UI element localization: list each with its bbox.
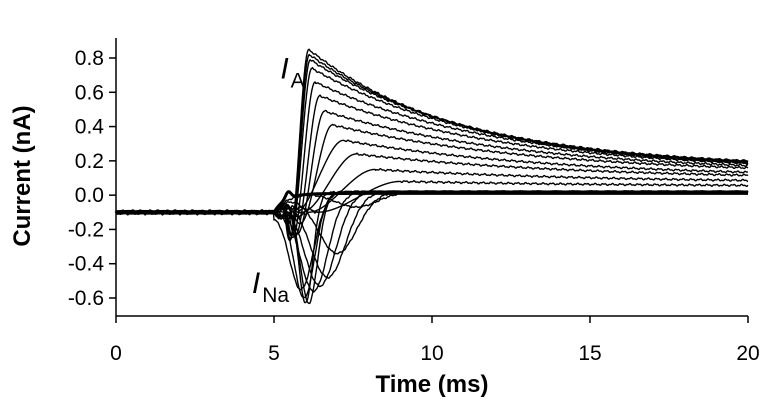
y-tick-label: -0.2 xyxy=(68,218,104,241)
x-tick-label: 10 xyxy=(420,342,443,365)
na-trough-4 xyxy=(115,190,749,291)
y-axis-title: Current (nA) xyxy=(9,105,36,246)
y-tick-label: 0.6 xyxy=(75,81,104,104)
na-trough-5 xyxy=(115,190,749,293)
trace-8 xyxy=(115,123,749,225)
na-trough-7 xyxy=(115,190,749,279)
trace-10 xyxy=(115,152,749,215)
y-axis-ticks: 0.8 0.6 0.4 0.2 0.0 -0.2 -0.4 -0.6 xyxy=(68,47,116,310)
na-trough-8 xyxy=(115,190,749,255)
na-trough-6 xyxy=(115,190,749,288)
na-trough-2 xyxy=(115,190,749,305)
x-tick-label: 0 xyxy=(110,342,122,365)
y-tick-label: 0.2 xyxy=(75,150,104,173)
y-tick-label: 0.4 xyxy=(75,116,105,139)
trace-12 xyxy=(115,180,749,215)
y-tick-label: 0.0 xyxy=(75,184,104,207)
na-trough-3 xyxy=(115,190,749,299)
x-axis-ticks: 0 5 10 15 20 xyxy=(110,316,760,365)
x-tick-label: 5 xyxy=(268,342,280,365)
na-trough-1 xyxy=(115,190,749,304)
annotation-ina: INa xyxy=(252,267,290,307)
trace-group xyxy=(114,48,749,305)
x-tick-label: 20 xyxy=(736,342,759,365)
annotation-group: IA INa xyxy=(252,53,305,307)
y-tick-label: -0.6 xyxy=(68,287,104,310)
y-tick-label: -0.4 xyxy=(68,253,105,276)
y-tick-label: 0.8 xyxy=(75,47,104,70)
x-axis-title: Time (ms) xyxy=(376,371,489,398)
x-tick-label: 15 xyxy=(578,342,601,365)
subthreshold-trace xyxy=(114,190,749,216)
annotation-ia: IA xyxy=(280,53,304,93)
